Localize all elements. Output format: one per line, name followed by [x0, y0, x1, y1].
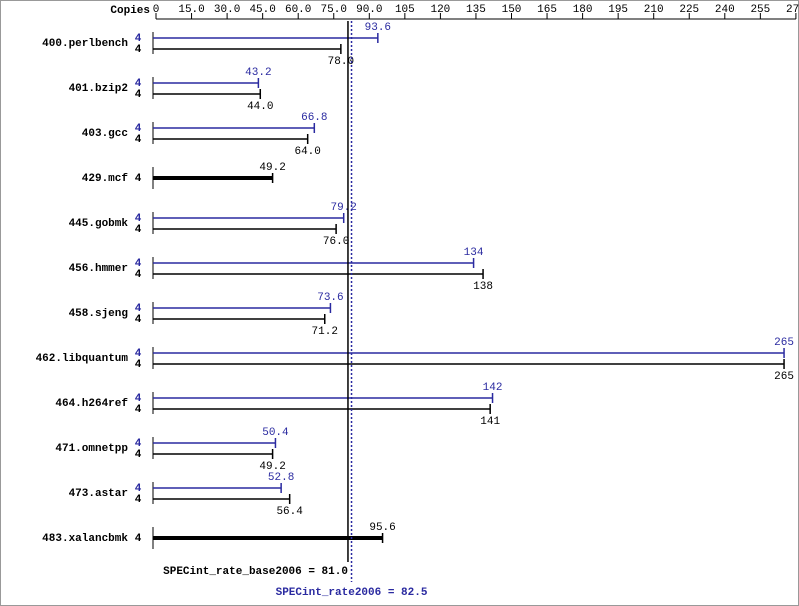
copies-label: 4	[135, 123, 142, 135]
x-tick-label: 255	[750, 4, 770, 16]
x-tick-label: 105	[395, 4, 415, 16]
category-label: 471.omnetpp	[55, 443, 128, 455]
value-label: 56.4	[276, 506, 303, 518]
x-tick-label: 15.0	[178, 4, 204, 16]
value-label: 43.2	[245, 67, 271, 79]
x-tick-label: 45.0	[249, 4, 275, 16]
category-label: 445.gobmk	[69, 218, 129, 230]
value-label: 50.4	[262, 427, 289, 439]
category-label: 464.h264ref	[55, 398, 128, 410]
value-label: 49.2	[259, 461, 285, 473]
value-label: 134	[464, 247, 484, 259]
copies-label: 4	[135, 173, 142, 185]
copies-label: 4	[135, 483, 142, 495]
value-label: 138	[473, 281, 493, 293]
copies-label: 4	[135, 224, 142, 236]
reference-label: SPECint_rate_base2006 = 81.0	[163, 566, 348, 578]
value-label: 73.6	[317, 292, 343, 304]
reference-label: SPECint_rate2006 = 82.5	[276, 587, 428, 599]
value-label: 265	[774, 371, 794, 383]
x-tick-label: 165	[537, 4, 557, 16]
x-tick-label: 270	[786, 4, 799, 16]
copies-label: 4	[135, 213, 142, 225]
x-tick-label: 240	[715, 4, 735, 16]
value-label: 95.6	[369, 522, 395, 534]
copies-label: 4	[135, 393, 142, 405]
category-label: 456.hmmer	[69, 263, 128, 275]
copies-label: 4	[135, 404, 142, 416]
axis-label: Copies	[110, 5, 150, 17]
x-tick-label: 30.0	[214, 4, 240, 16]
category-label: 400.perlbench	[42, 38, 128, 50]
x-tick-label: 195	[608, 4, 628, 16]
value-label: 141	[480, 416, 500, 428]
copies-label: 4	[135, 78, 142, 90]
value-label: 66.8	[301, 112, 327, 124]
x-tick-label: 210	[644, 4, 664, 16]
value-label: 142	[483, 382, 503, 394]
value-label: 52.8	[268, 472, 294, 484]
category-label: 483.xalancbmk	[42, 533, 128, 545]
x-tick-label: 180	[573, 4, 593, 16]
category-label: 401.bzip2	[69, 83, 128, 95]
copies-label: 4	[135, 44, 142, 56]
category-label: 473.astar	[69, 488, 128, 500]
category-label: 458.sjeng	[69, 308, 128, 320]
copies-label: 4	[135, 303, 142, 315]
x-tick-label: 120	[430, 4, 450, 16]
copies-label: 4	[135, 438, 142, 450]
x-tick-label: 135	[466, 4, 486, 16]
value-label: 71.2	[312, 326, 338, 338]
copies-label: 4	[135, 134, 142, 146]
copies-label: 4	[135, 89, 142, 101]
copies-label: 4	[135, 359, 142, 371]
x-tick-label: 60.0	[285, 4, 311, 16]
x-tick-label: 75.0	[321, 4, 347, 16]
category-label: 462.libquantum	[36, 353, 129, 365]
value-label: 76.0	[323, 236, 349, 248]
copies-label: 4	[135, 269, 142, 281]
value-label: 49.2	[259, 162, 285, 174]
copies-label: 4	[135, 314, 142, 326]
copies-label: 4	[135, 449, 142, 461]
copies-label: 4	[135, 348, 142, 360]
value-label: 78.0	[328, 56, 354, 68]
x-tick-label: 90.0	[356, 4, 382, 16]
x-tick-label: 150	[502, 4, 522, 16]
value-label: 93.6	[365, 22, 391, 34]
x-tick-label: 0	[153, 4, 160, 16]
category-label: 429.mcf	[82, 173, 129, 185]
copies-label: 4	[135, 533, 142, 545]
value-label: 79.2	[331, 202, 357, 214]
copies-label: 4	[135, 494, 142, 506]
copies-label: 4	[135, 33, 142, 45]
category-label: 403.gcc	[82, 128, 128, 140]
value-label: 44.0	[247, 101, 273, 113]
copies-label: 4	[135, 258, 142, 270]
x-tick-label: 225	[679, 4, 699, 16]
value-label: 265	[774, 337, 794, 349]
value-label: 64.0	[294, 146, 320, 158]
